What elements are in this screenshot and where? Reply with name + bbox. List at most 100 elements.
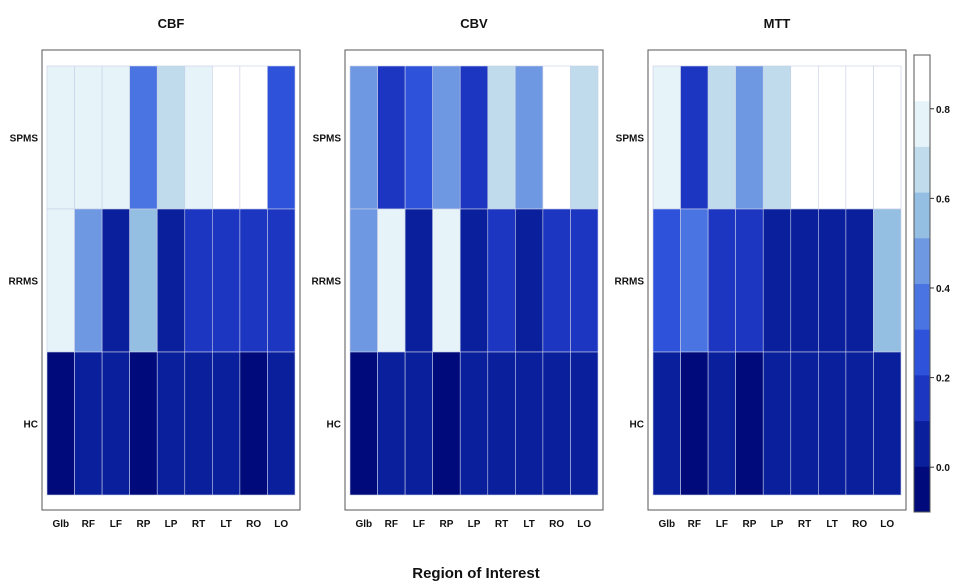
column-label: RP (742, 519, 756, 530)
panel-title: CBF (158, 16, 185, 31)
colorbar-segment (914, 374, 930, 422)
heatmap-cell (184, 208, 213, 353)
heatmap-cell (873, 65, 902, 210)
colorbar-segment (914, 237, 930, 284)
colorbar-segment (914, 283, 930, 330)
heatmap-cell (652, 65, 681, 210)
heatmap-cell (459, 65, 489, 210)
column-label: RF (385, 519, 398, 530)
heatmap-cell (377, 351, 406, 496)
heatmap-cell (515, 65, 544, 210)
row-label: SPMS (616, 134, 645, 145)
heatmap-cell (129, 65, 158, 210)
colorbar-tick-label: 0.2 (936, 374, 950, 385)
heatmap-cell (459, 208, 489, 353)
heatmap-cell (239, 65, 268, 210)
heatmap-panel-cbv: CBV SPMS RRMS HC Glb RF LF RP LP RT LT RO LO (312, 16, 604, 530)
heatmap-cell (46, 351, 75, 496)
row-label: RRMS (615, 277, 645, 288)
panel-title: MTT (764, 16, 791, 31)
heatmap-cell (515, 208, 544, 353)
x-axis-label: Region of Interest (412, 565, 540, 582)
heatmap-cell (570, 351, 599, 496)
colorbar-tick-label: 0.0 (936, 463, 950, 474)
heatmap-cell (377, 65, 406, 210)
heatmap-panel-mtt: MTT SPMS RRMS HC Glb RF LF RP LP RT LT RO LO (615, 16, 907, 530)
row-label: HC (24, 420, 38, 431)
heatmap-cell (239, 208, 268, 353)
heatmap-cell (487, 65, 516, 210)
column-label: RP (136, 519, 150, 530)
heatmap-cell (818, 65, 847, 210)
row-label: HC (327, 420, 341, 431)
heatmap-panels: CBF SPMS RRMS HC Glb RF LF RP LP RT LT RO LO CBV SPMS R… (9, 16, 907, 530)
row-label: RRMS (312, 277, 342, 288)
heatmap-cell (156, 208, 186, 353)
heatmap-cell (432, 65, 461, 210)
column-label: LT (826, 519, 837, 530)
heatmap-cell (487, 208, 516, 353)
heatmap-cell (267, 65, 296, 210)
column-label: RO (852, 519, 867, 530)
colorbar-tick-label: 0.4 (936, 284, 950, 295)
heatmap-cell (184, 351, 213, 496)
heatmap-cell (542, 208, 571, 353)
column-label: LT (523, 519, 534, 530)
heatmap-cell (873, 351, 902, 496)
heatmap-cell (349, 65, 378, 210)
colorbar-segment (914, 146, 930, 193)
heatmap-cell (459, 351, 489, 496)
heatmap-cell (267, 208, 296, 353)
heatmap-cell (267, 351, 296, 496)
column-label: RT (495, 519, 508, 530)
heatmap-cell (184, 65, 213, 210)
column-label: RO (246, 519, 261, 530)
colorbar-frame (913, 54, 931, 513)
heatmap-cell (432, 208, 461, 353)
heatmap-cell (349, 208, 378, 353)
heatmap-cell (46, 65, 75, 210)
heatmap-cell (707, 65, 736, 210)
column-label: LT (220, 519, 231, 530)
column-label: LF (716, 519, 728, 530)
column-label: LO (880, 519, 894, 530)
heatmap-cell (735, 208, 764, 353)
row-label: SPMS (10, 134, 39, 145)
column-label: Glb (52, 519, 69, 530)
column-label: Glb (658, 519, 675, 530)
heatmap-cell (404, 351, 433, 496)
column-label: LP (468, 519, 481, 530)
heatmap-cell (818, 351, 847, 496)
heatmap-cell (542, 65, 571, 210)
column-label: RO (549, 519, 564, 530)
heatmap-cell (515, 351, 544, 496)
heatmap-cell (101, 351, 130, 496)
colorbar: 0.0 0.2 0.4 0.6 0.8 (913, 54, 950, 513)
heatmap-cell (652, 351, 681, 496)
column-label: LO (577, 519, 591, 530)
colorbar-tick-label: 0.6 (936, 194, 950, 205)
heatmap-cell (74, 351, 103, 496)
heatmap-cell (680, 351, 709, 496)
heatmap-cell (129, 208, 158, 353)
column-label: LF (110, 519, 122, 530)
colorbar-tick-label: 0.8 (936, 105, 950, 116)
heatmap-cell (570, 65, 599, 210)
heatmap-cell (212, 351, 241, 496)
heatmap-cell (74, 208, 103, 353)
heatmap-cell (487, 351, 516, 496)
column-label: RF (688, 519, 701, 530)
heatmap-cell (818, 208, 847, 353)
heatmap-cell (570, 208, 599, 353)
heatmap-cell (707, 208, 736, 353)
heatmap-cell (542, 351, 571, 496)
colorbar-segment (914, 192, 930, 239)
heatmap-cell (377, 208, 406, 353)
heatmap-cell (762, 65, 792, 210)
heatmap-cell (845, 65, 874, 210)
heatmap-panel-cbf: CBF SPMS RRMS HC Glb RF LF RP LP RT LT RO LO (9, 16, 301, 530)
heatmap-cell (156, 65, 186, 210)
heatmap-cell (212, 65, 241, 210)
heatmap-cell (845, 351, 874, 496)
